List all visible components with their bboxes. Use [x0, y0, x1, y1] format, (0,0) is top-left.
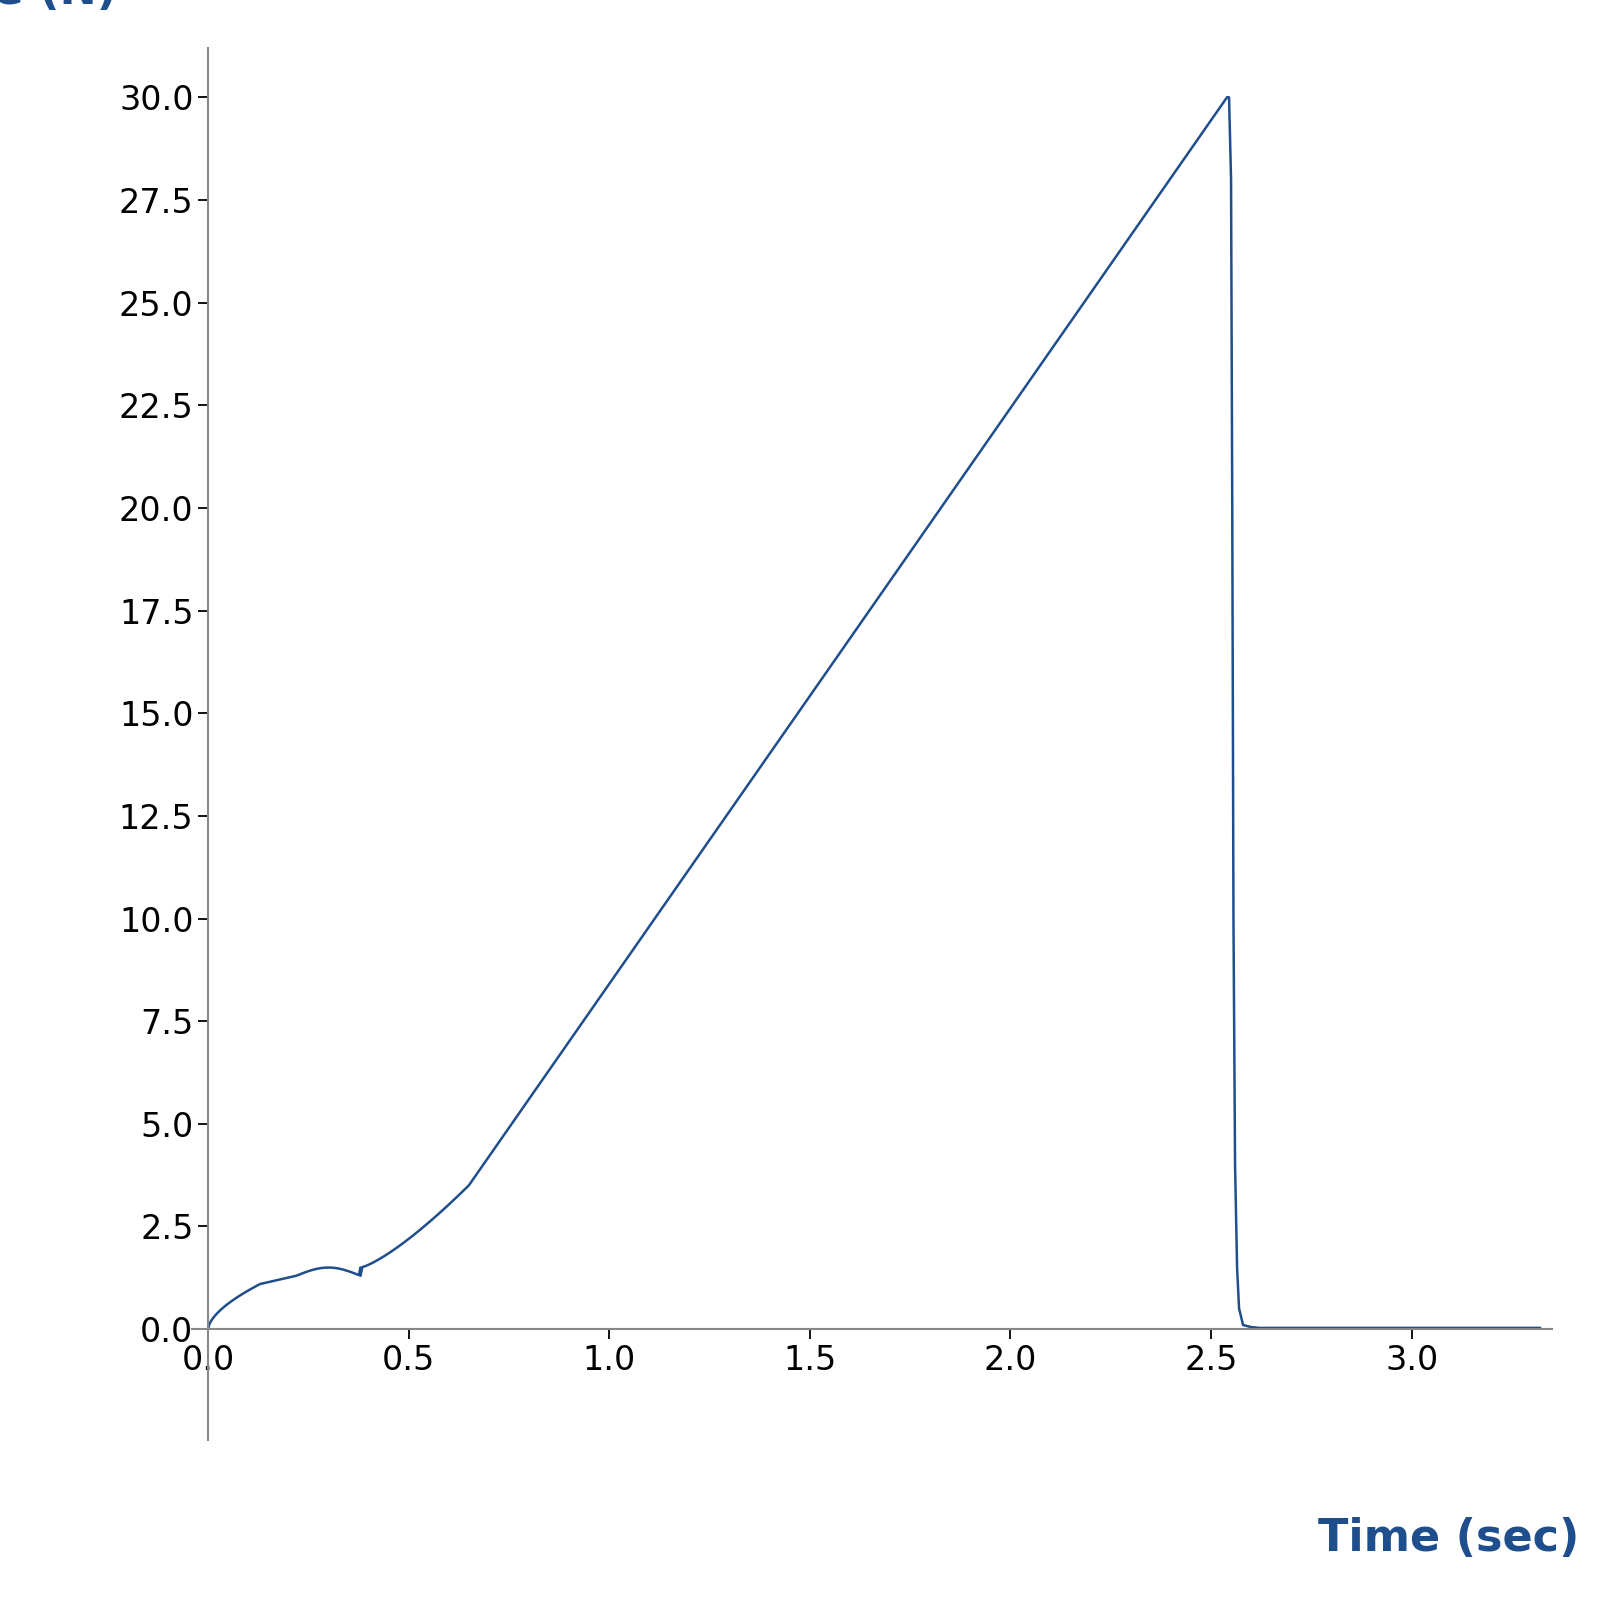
- X-axis label: Time (sec): Time (sec): [1318, 1517, 1579, 1560]
- Y-axis label: Force (N): Force (N): [0, 0, 117, 13]
